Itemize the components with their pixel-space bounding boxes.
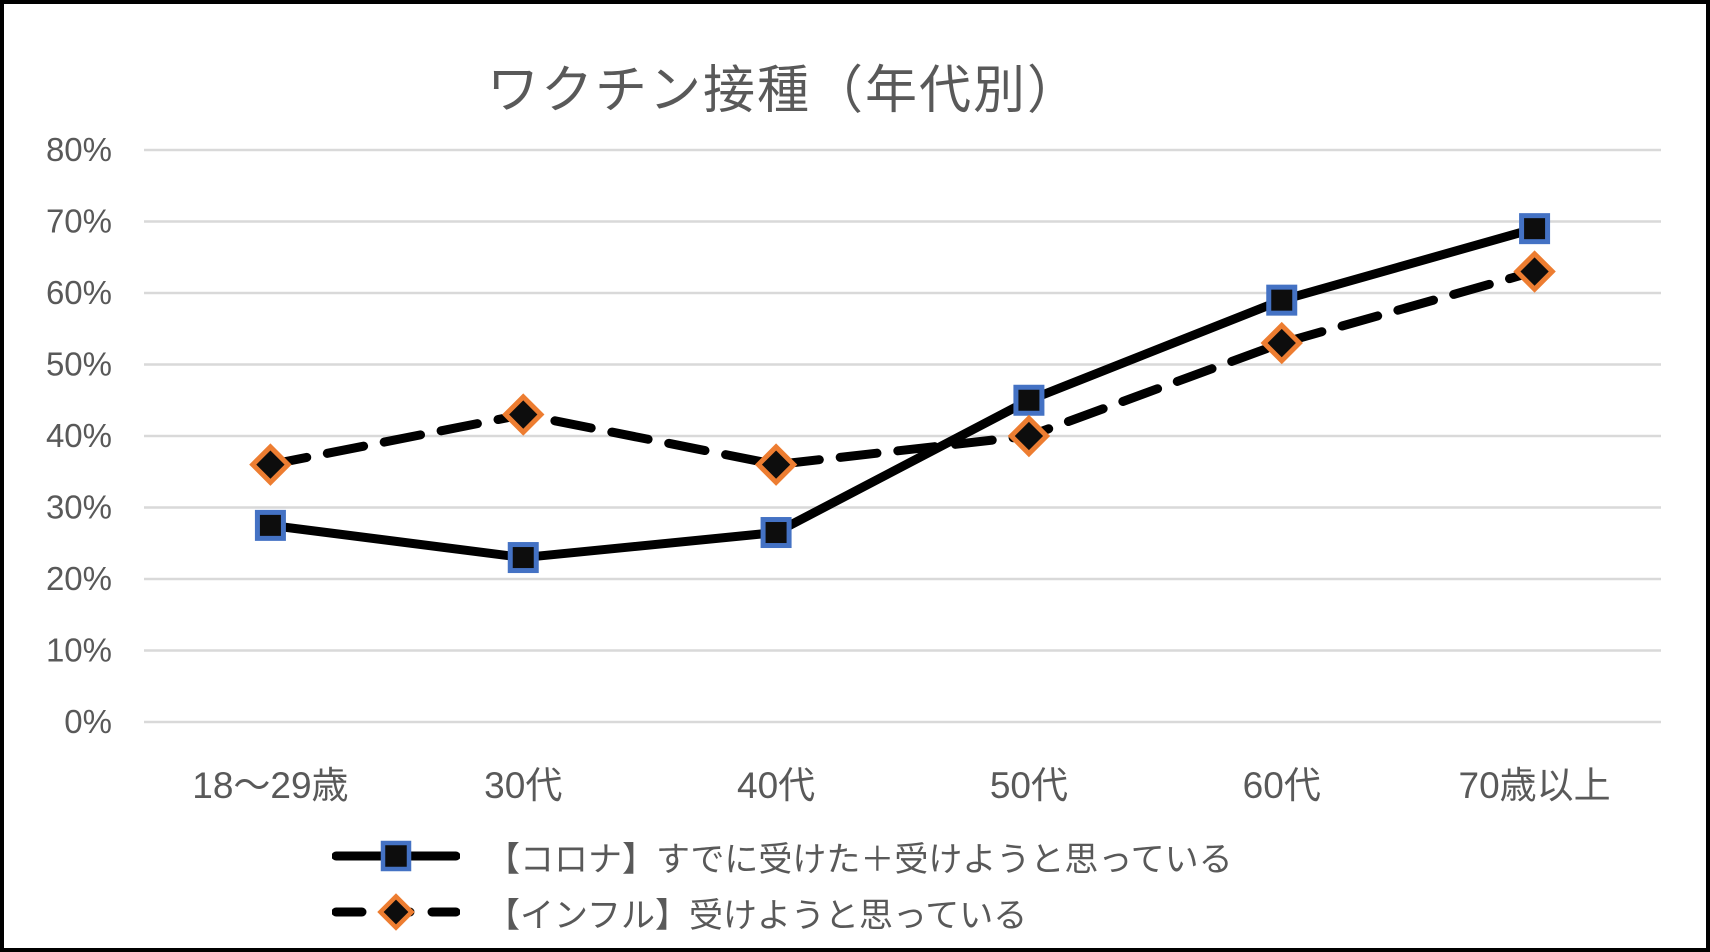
legend-swatch-dashed-line-icon (332, 893, 460, 931)
x-axis-label: 50代 (990, 765, 1068, 806)
marker-square (1266, 284, 1298, 316)
legend-item-corona: 【コロナ】すでに受けた＋受けようと思っている (332, 832, 1233, 880)
x-axis-label: 40代 (737, 765, 815, 806)
series-line-influenza (265, 267, 1540, 470)
marker-diamond (1513, 250, 1556, 293)
y-tick-label: 20% (46, 560, 112, 597)
y-tick-label: 30% (46, 489, 112, 526)
legend-swatch-solid-line-icon (332, 840, 460, 872)
y-tick-label: 50% (46, 346, 112, 383)
y-tick-label: 10% (46, 632, 112, 669)
x-axis-label: 30代 (484, 765, 562, 806)
marker-square (1519, 213, 1551, 245)
y-tick-label: 80% (46, 131, 112, 168)
marker-square (507, 542, 539, 574)
x-axis-label: 60代 (1243, 765, 1321, 806)
chart-title: ワクチン接種（年代別） (486, 62, 1081, 120)
x-axis-label: 70歳以上 (1459, 765, 1611, 806)
marker-diamond (502, 393, 545, 436)
marker-diamond (754, 443, 798, 486)
y-tick-label: 40% (46, 417, 112, 454)
x-axis-label: 18〜29歳 (192, 765, 348, 806)
marker-diamond (249, 443, 292, 486)
marker-square (760, 517, 792, 549)
line-chart-plot: 0% 10% 20% 30% 40% 50% 60% 70% 80% 18〜29歳 30代 40代 50… (46, 131, 1661, 806)
legend: 【コロナ】すでに受けた＋受けようと思っている 【インフル】受けようと思っている (332, 832, 1233, 936)
y-tick-label: 0% (64, 703, 112, 740)
legend-item-influenza: 【インフル】受けようと思っている (332, 888, 1233, 936)
y-tick-label: 60% (46, 274, 112, 311)
y-tick-label: 70% (46, 203, 112, 240)
marker-diamond (1007, 414, 1051, 458)
series-line-corona (265, 224, 1540, 563)
marker-square (1013, 384, 1045, 416)
legend-label-influenza: 【インフル】受けようと思っている (486, 896, 1028, 935)
legend-label-corona: 【コロナ】すでに受けた＋受けようと思っている (486, 840, 1233, 879)
marker-square (254, 509, 286, 541)
marker-diamond (1260, 321, 1303, 365)
